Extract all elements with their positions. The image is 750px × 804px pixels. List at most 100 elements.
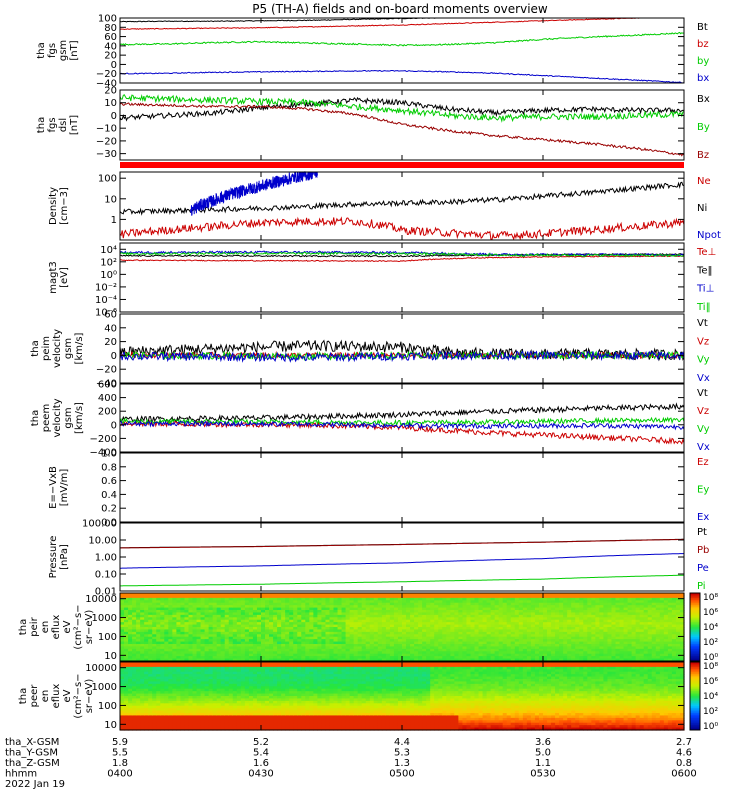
y-axis-label-line: tha bbox=[36, 117, 47, 133]
legend-vz: Vz bbox=[697, 406, 709, 417]
y-tick-label: 60 bbox=[104, 310, 117, 321]
y-tick-label: 10 bbox=[104, 194, 117, 205]
panel-frame bbox=[120, 384, 684, 452]
panel-magt3: Te⊥Te‖Ti⊥Ti‖10⁴10²10⁰10⁻²10⁻⁴10⁻⁶magt3[e… bbox=[48, 243, 716, 319]
y-axis-label-line: tha bbox=[30, 340, 41, 356]
y-tick-label: 10.00 bbox=[88, 536, 117, 547]
y-tick-label: 0.8 bbox=[101, 462, 117, 473]
y-tick-label: −30 bbox=[96, 149, 117, 160]
y-axis-label: magt3[eV] bbox=[48, 261, 70, 294]
panel-frame bbox=[120, 523, 684, 591]
panel-pressure: PtPbPePi100.0010.001.000.100.01Pressure[… bbox=[48, 519, 709, 598]
y-tick-label: 1000 bbox=[92, 613, 117, 624]
y-axis-label: E=−VxB[mV/m] bbox=[48, 466, 70, 509]
legend-vz: Vz bbox=[697, 336, 709, 347]
y-tick-label: 1.0 bbox=[101, 449, 117, 460]
legend-by: By bbox=[697, 122, 710, 133]
y-tick-label: 0 bbox=[111, 420, 117, 431]
colorbar-tick-label: 10⁴ bbox=[703, 623, 718, 633]
y-axis-label-line: peim bbox=[41, 336, 52, 361]
y-tick-label: 10⁴ bbox=[100, 245, 117, 256]
y-tick-label: 100.00 bbox=[82, 519, 117, 530]
colorbar-tick-label: 10⁶ bbox=[703, 608, 718, 618]
y-axis-label: Pressure[nPa] bbox=[48, 536, 70, 579]
y-tick-label: 10 bbox=[104, 98, 117, 109]
legend-te‖: Te‖ bbox=[696, 265, 713, 276]
y-tick-label: 0.10 bbox=[95, 570, 117, 581]
y-axis-label-line: [nT] bbox=[69, 40, 80, 60]
y-tick-label: −10 bbox=[96, 124, 117, 135]
y-axis-label-line: [cm−3] bbox=[59, 187, 70, 225]
legend-te⊥: Te⊥ bbox=[696, 247, 716, 258]
legend-ni: Ni bbox=[697, 203, 707, 214]
y-axis-label-line: fgs bbox=[47, 117, 58, 132]
y-axis-label-line: Pressure bbox=[48, 536, 59, 579]
y-axis-label-line: (cm²−s− bbox=[73, 604, 84, 649]
y-tick-label: 0.2 bbox=[101, 504, 117, 515]
legend-bz: Bz bbox=[697, 150, 709, 161]
series-by bbox=[120, 33, 684, 46]
y-axis-label-line: peir bbox=[29, 616, 40, 636]
legend-pe: Pe bbox=[697, 563, 709, 574]
y-axis-label-line: [eV] bbox=[59, 267, 70, 288]
legend-pi: Pi bbox=[697, 581, 706, 592]
y-axis-label-line: gsm bbox=[58, 40, 69, 61]
panel-frame bbox=[120, 453, 684, 522]
legend-bz: bz bbox=[697, 39, 709, 50]
y-tick-label: 0.6 bbox=[101, 476, 117, 487]
legend-vx: Vx bbox=[697, 373, 710, 384]
series-pe bbox=[120, 554, 684, 569]
series-by bbox=[120, 95, 684, 121]
y-tick-label: 600 bbox=[98, 380, 117, 391]
chart-title: P5 (TH-A) fields and on-board moments ov… bbox=[252, 2, 548, 16]
y-tick-label: 10⁻² bbox=[95, 282, 117, 293]
legend-ti⊥: Ti⊥ bbox=[696, 284, 714, 295]
legend-pb: Pb bbox=[697, 545, 709, 556]
y-axis-label-line: eV bbox=[62, 620, 73, 633]
y-axis-label-line: Density bbox=[48, 187, 59, 225]
y-axis-label-line: tha bbox=[36, 42, 47, 58]
y-tick-label: 10⁰ bbox=[100, 270, 117, 281]
colorbar-tick-label: 10² bbox=[703, 638, 718, 648]
y-axis-label-line: en bbox=[40, 621, 51, 634]
y-axis-label-line: [nT] bbox=[69, 115, 80, 135]
y-tick-label: 10000 bbox=[85, 594, 117, 605]
y-tick-label: 20 bbox=[104, 86, 117, 97]
series-pb bbox=[120, 539, 684, 548]
legend-vt: Vt bbox=[697, 388, 708, 399]
series-vt bbox=[120, 404, 684, 422]
y-axis-label-line: E=−VxB bbox=[48, 466, 59, 509]
legend-pt: Pt bbox=[697, 527, 707, 538]
legend-npot: Npot bbox=[697, 230, 721, 241]
y-tick-label: 1.00 bbox=[95, 553, 117, 564]
legend-vx: Vx bbox=[697, 442, 710, 453]
legend-by: by bbox=[697, 56, 709, 67]
legend-ez: Ez bbox=[697, 457, 709, 468]
y-tick-label: 10² bbox=[100, 257, 117, 268]
y-tick-label: −200 bbox=[90, 434, 117, 445]
y-tick-label: 200 bbox=[98, 407, 117, 418]
y-tick-label: 400 bbox=[98, 393, 117, 404]
y-axis-label-line: gsm bbox=[63, 407, 74, 428]
legend-vy: Vy bbox=[697, 355, 710, 366]
y-axis-label-line: [nPa] bbox=[59, 544, 70, 570]
series-ni bbox=[120, 182, 684, 214]
y-axis-label-line: eflux bbox=[51, 615, 62, 640]
y-axis-label-line: dsl bbox=[58, 118, 69, 132]
y-axis-label-line: sr−eV) bbox=[84, 610, 95, 645]
panel-frame bbox=[120, 90, 684, 160]
y-tick-label: 0 bbox=[111, 351, 117, 362]
legend-ti‖: Ti‖ bbox=[696, 302, 711, 313]
